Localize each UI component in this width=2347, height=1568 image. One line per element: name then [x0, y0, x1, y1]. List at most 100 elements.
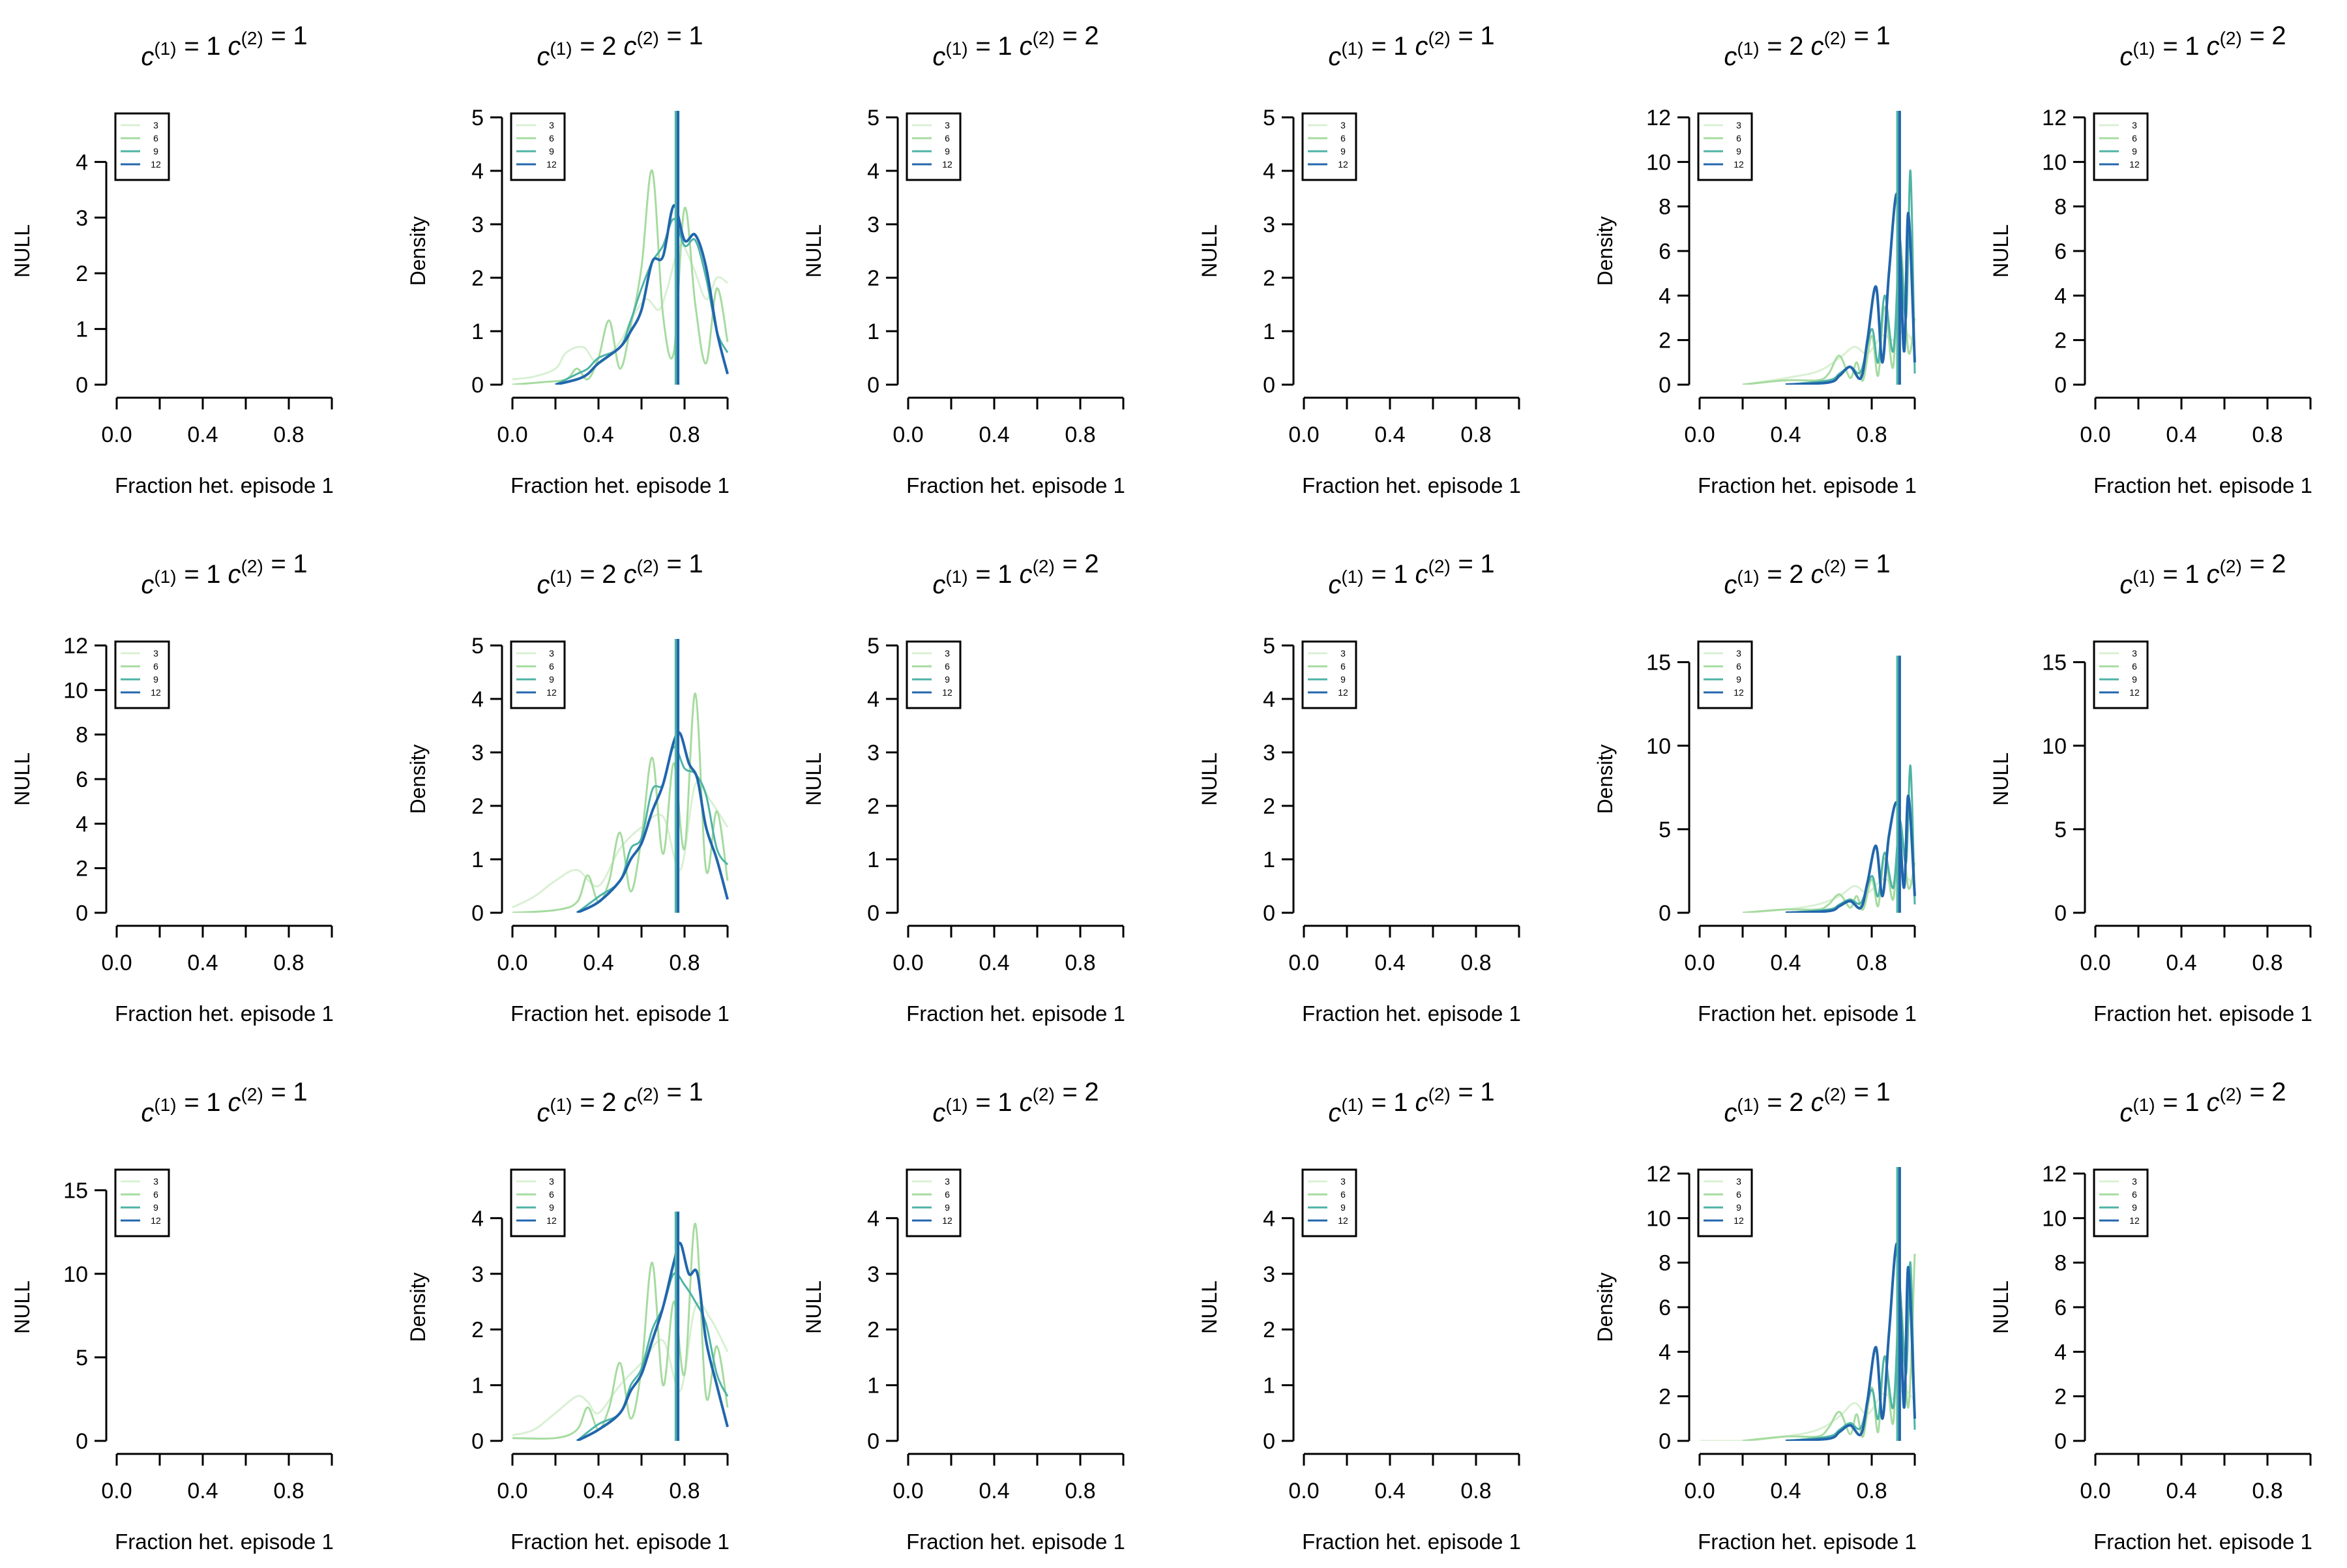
legend: 3 6 9 12 — [906, 1168, 962, 1237]
title-part: = — [2155, 560, 2185, 589]
legend-label: 9 — [1340, 1202, 1346, 1213]
legend-label: 9 — [153, 146, 158, 156]
legend-label: 3 — [549, 1176, 554, 1187]
title-part: (2) — [2220, 1084, 2242, 1104]
title-part: (2) — [241, 556, 263, 576]
y-axis-label: NULL — [1989, 752, 2013, 806]
y-tick-label: 12 — [2042, 1162, 2067, 1187]
title-part: (1) — [154, 38, 176, 59]
title-part: (1) — [1341, 567, 1363, 587]
y-tick-label: 0 — [2054, 901, 2067, 926]
legend-label: 3 — [153, 120, 158, 130]
y-tick-label: 3 — [1263, 1262, 1275, 1287]
x-tick-label: 0.8 — [1065, 951, 1095, 975]
title-part: (1) — [550, 1095, 572, 1115]
x-tick-label: 0.0 — [2080, 951, 2110, 975]
y-tick-label: 3 — [76, 206, 88, 231]
y-tick-label: 5 — [1263, 106, 1275, 130]
legend-label: 3 — [945, 1176, 950, 1187]
legend-label: 9 — [2132, 674, 2137, 685]
plot-area — [512, 639, 729, 913]
x-tick-label: 0.0 — [2080, 1479, 2110, 1503]
plot-area — [1742, 111, 1916, 385]
x-axis-label: Fraction het. episode 1 — [906, 1530, 1125, 1554]
legend-box — [510, 1168, 566, 1237]
title-value: 2 — [602, 560, 616, 589]
title-part: c — [1328, 1099, 1341, 1127]
panel-title: c(1) = 2 c(2) = 1 — [1724, 1078, 1890, 1127]
legend-label: 3 — [153, 648, 158, 658]
legend-label: 9 — [945, 1202, 950, 1213]
x-tick-label: 0.4 — [979, 1479, 1009, 1503]
y-tick-label: 0 — [76, 1429, 88, 1454]
legend-box — [906, 1168, 962, 1237]
y-tick-label: 2 — [867, 266, 879, 291]
title-value: 1 — [997, 560, 1012, 589]
y-tick-label: 2 — [2054, 1385, 2067, 1410]
x-tick-label: 0.0 — [893, 951, 923, 975]
series-line-12 — [576, 1241, 729, 1442]
title-value: 1 — [206, 560, 220, 589]
y-tick-label: 0 — [867, 373, 879, 398]
title-part: c — [220, 560, 241, 589]
panel-title: c(1) = 1 c(2) = 1 — [141, 1078, 307, 1127]
x-axis-label: Fraction het. episode 1 — [2093, 1001, 2312, 1026]
legend-label: 6 — [1340, 133, 1346, 143]
title-value: 1 — [997, 1088, 1012, 1117]
y-tick-label: 10 — [2042, 734, 2067, 759]
y-tick-label: 10 — [1646, 1206, 1671, 1231]
title-part: = — [659, 550, 689, 578]
legend: 3 6 9 12 — [510, 112, 566, 181]
x-tick-label: 0.0 — [2080, 422, 2110, 447]
legend-label: 12 — [2129, 159, 2140, 170]
panel-title: c(1) = 1 c(2) = 2 — [2119, 550, 2286, 599]
y-tick-label: 4 — [867, 159, 879, 184]
legend-box — [906, 640, 962, 709]
x-tick-label: 0.8 — [1460, 1479, 1491, 1503]
y-tick-label: 4 — [1263, 687, 1275, 712]
panel-title: c(1) = 1 c(2) = 2 — [2119, 22, 2286, 71]
panel-title: c(1) = 1 c(2) = 2 — [2119, 1078, 2286, 1127]
x-tick-label: 0.4 — [187, 422, 218, 447]
legend-label: 6 — [1736, 133, 1741, 143]
title-part: = — [177, 1088, 207, 1117]
y-axis-label: Density — [1593, 216, 1617, 286]
title-part: c — [1803, 560, 1823, 589]
title-value: 1 — [997, 32, 1012, 61]
panel-title: c(1) = 1 c(2) = 1 — [1328, 22, 1494, 71]
title-part: (2) — [637, 1084, 659, 1104]
title-part: c — [932, 1099, 945, 1127]
y-tick-label: 6 — [1659, 239, 1671, 264]
y-axis-label: NULL — [1198, 1280, 1221, 1334]
title-part: = — [572, 32, 602, 61]
y-tick-label: 4 — [2054, 284, 2067, 308]
title-part: c — [1012, 32, 1032, 61]
legend: 3 6 9 12 — [1697, 640, 1753, 709]
x-tick-label: 0.8 — [669, 1479, 700, 1503]
series-line-12 — [1785, 1242, 1916, 1441]
legend-label: 12 — [151, 687, 161, 698]
title-value: 1 — [1393, 560, 1408, 589]
x-axis-label: Fraction het. episode 1 — [1698, 1001, 1917, 1026]
y-axis-label: NULL — [10, 1280, 34, 1334]
x-tick-label: 0.8 — [2252, 422, 2282, 447]
title-part: = — [1364, 560, 1394, 589]
legend-label: 9 — [1340, 674, 1346, 685]
y-tick-label: 6 — [1659, 1295, 1671, 1320]
legend-label: 9 — [2132, 146, 2137, 156]
title-part: = — [659, 1078, 689, 1106]
x-tick-label: 0.0 — [101, 422, 132, 447]
legend: 3 6 9 12 — [1697, 1168, 1753, 1237]
x-tick-label: 0.8 — [1065, 422, 1095, 447]
x-tick-label: 0.4 — [1374, 951, 1405, 975]
x-axis-label: Fraction het. episode 1 — [1302, 1530, 1521, 1554]
y-tick-label: 1 — [1263, 848, 1275, 872]
title-part: (1) — [550, 38, 572, 59]
y-tick-label: 1 — [867, 848, 879, 872]
legend-label: 6 — [549, 1189, 554, 1200]
y-tick-label: 10 — [1646, 734, 1671, 759]
y-tick-label: 3 — [867, 1262, 879, 1287]
